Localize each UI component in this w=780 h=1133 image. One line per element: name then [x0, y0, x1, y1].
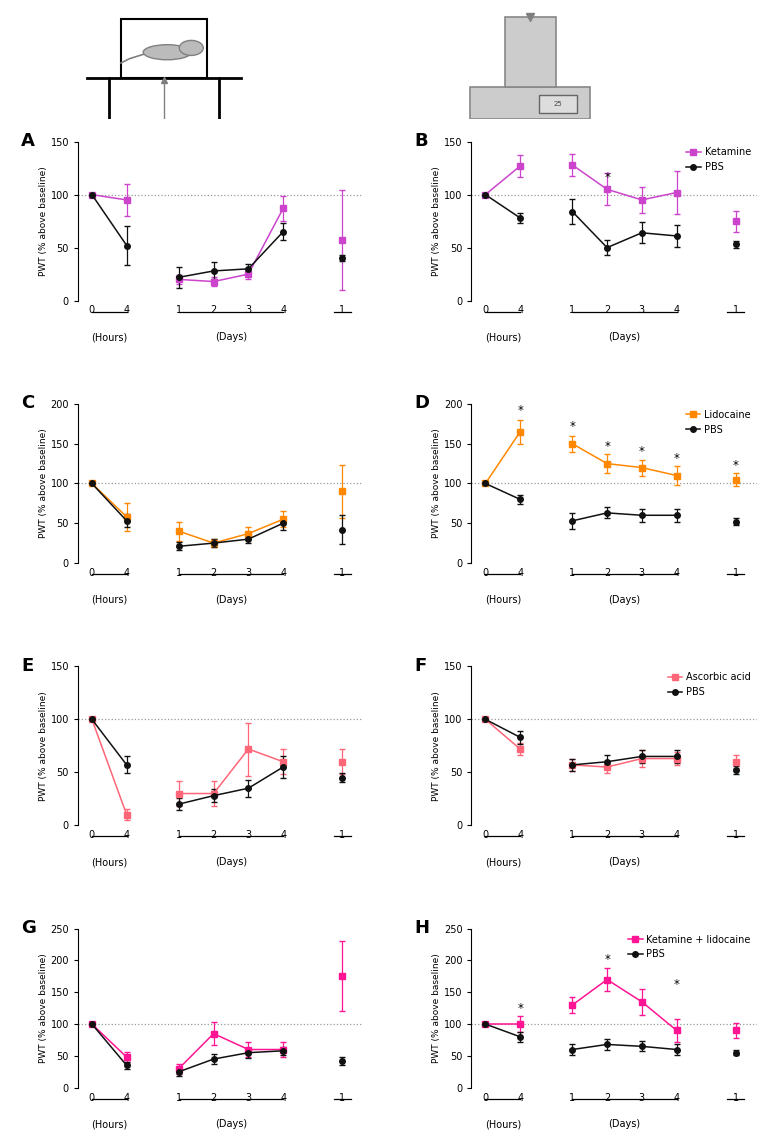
Text: C: C — [21, 394, 34, 412]
Text: 25: 25 — [554, 101, 562, 107]
Text: *: * — [569, 420, 575, 434]
Text: A: A — [21, 133, 35, 150]
Text: *: * — [639, 445, 645, 458]
Text: (Days): (Days) — [608, 1119, 640, 1130]
Text: (Hours): (Hours) — [484, 1119, 521, 1130]
Text: (Days): (Days) — [608, 858, 640, 867]
Legend: Lidocaine, PBS: Lidocaine, PBS — [682, 406, 755, 438]
Text: (Hours): (Hours) — [91, 858, 127, 867]
Text: D: D — [414, 394, 430, 412]
Text: G: G — [21, 919, 36, 937]
Text: (Days): (Days) — [215, 332, 247, 342]
Y-axis label: PWT (% above baseline): PWT (% above baseline) — [38, 953, 48, 1063]
Bar — [470, 87, 590, 119]
Text: (Hours): (Hours) — [91, 595, 127, 605]
Text: H: H — [414, 919, 430, 937]
Text: (Days): (Days) — [215, 595, 247, 605]
Y-axis label: PWT (% above baseline): PWT (% above baseline) — [39, 691, 48, 801]
Y-axis label: PWT (% above baseline): PWT (% above baseline) — [432, 428, 441, 538]
Text: *: * — [604, 171, 610, 184]
Text: *: * — [732, 459, 739, 472]
Text: *: * — [517, 404, 523, 417]
Legend: Ketamine + lidocaine, PBS: Ketamine + lidocaine, PBS — [624, 930, 755, 963]
Text: (Days): (Days) — [608, 595, 640, 605]
Text: E: E — [21, 657, 34, 675]
Y-axis label: PWT (% above baseline): PWT (% above baseline) — [39, 167, 48, 276]
Ellipse shape — [144, 44, 191, 60]
Text: *: * — [517, 1002, 523, 1014]
Bar — [121, 19, 207, 78]
Text: (Days): (Days) — [215, 1119, 247, 1130]
Text: B: B — [414, 133, 428, 150]
Y-axis label: PWT (% above baseline): PWT (% above baseline) — [432, 953, 441, 1063]
Text: *: * — [604, 953, 610, 965]
Text: (Days): (Days) — [215, 858, 247, 867]
Text: *: * — [674, 978, 679, 991]
Y-axis label: PWT (% above baseline): PWT (% above baseline) — [432, 167, 441, 276]
Legend: Ascorbic acid, PBS: Ascorbic acid, PBS — [664, 668, 755, 701]
Text: *: * — [604, 441, 610, 453]
Circle shape — [179, 41, 204, 56]
Text: (Hours): (Hours) — [484, 595, 521, 605]
Bar — [539, 95, 576, 112]
Text: (Hours): (Hours) — [91, 1119, 127, 1130]
Text: (Hours): (Hours) — [484, 858, 521, 867]
Text: (Hours): (Hours) — [91, 332, 127, 342]
Text: *: * — [674, 452, 679, 466]
Legend: Ketamine, PBS: Ketamine, PBS — [682, 144, 755, 177]
Bar — [505, 17, 556, 87]
Text: F: F — [414, 657, 427, 675]
Text: (Days): (Days) — [608, 332, 640, 342]
Y-axis label: PWT (% above baseline): PWT (% above baseline) — [432, 691, 441, 801]
Text: (Hours): (Hours) — [484, 332, 521, 342]
Y-axis label: PWT (% above baseline): PWT (% above baseline) — [39, 428, 48, 538]
